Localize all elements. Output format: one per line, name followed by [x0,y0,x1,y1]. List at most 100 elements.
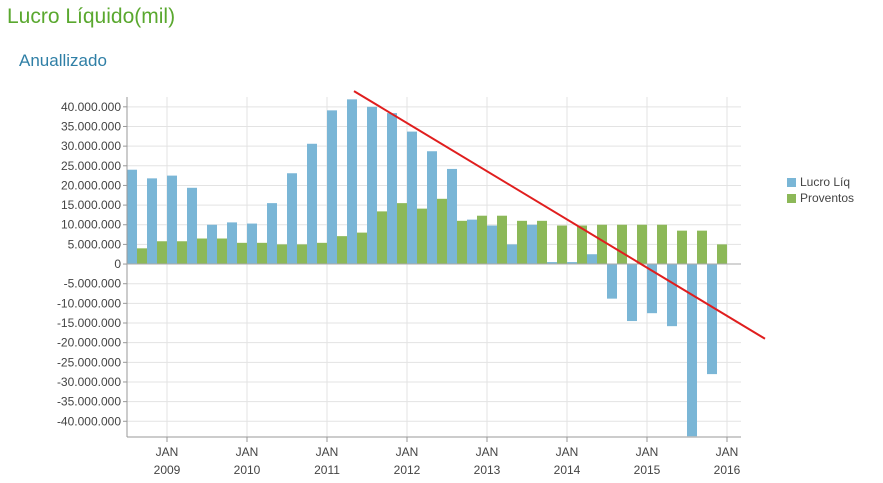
bar-lucro[interactable] [467,219,477,265]
bar-lucro[interactable] [547,262,557,265]
bar-proventos[interactable] [557,225,567,265]
bar-proventos[interactable] [177,241,187,265]
bar-proventos[interactable] [217,238,227,265]
bar-proventos[interactable] [537,220,547,265]
y-tick-label: 5.000.000 [68,237,122,251]
bar-lucro[interactable] [527,224,537,265]
bar-proventos[interactable] [337,236,347,265]
y-tick-label: -40.000.000 [57,414,121,428]
bar-proventos[interactable] [237,242,247,265]
bar-lucro[interactable] [427,151,437,265]
page-subtitle: Anuallizado [19,51,107,70]
x-tick-year: 2013 [474,463,501,477]
trend-line [353,90,766,340]
bar-proventos[interactable] [437,198,447,265]
bar-proventos[interactable] [357,232,367,265]
x-tick-month: JAN [716,445,739,459]
bar-lucro[interactable] [447,168,457,265]
y-tick-label: 35.000.000 [61,119,121,133]
y-tick-label: -20.000.000 [57,336,121,350]
y-tick-label: 10.000.000 [61,218,121,232]
bar-lucro[interactable] [187,187,197,265]
bar-proventos[interactable] [297,244,307,265]
bar-lucro[interactable] [667,264,677,327]
y-tick-label: 25.000.000 [61,159,121,173]
bar-lucro[interactable] [707,264,717,375]
bar-proventos[interactable] [637,224,647,265]
bar-proventos[interactable] [677,230,687,265]
bar-lucro[interactable] [507,244,517,265]
tick-labels: 40.000.000 35.000.000 30.000.000 25.000.000… [57,100,741,477]
bar-lucro[interactable] [367,106,377,265]
x-tick-month: JAN [556,445,579,459]
bar-proventos[interactable] [137,248,147,265]
bar-proventos[interactable] [317,242,327,265]
bar-lucro[interactable] [147,178,157,265]
y-tick-label: -30.000.000 [57,375,121,389]
x-tick-month: JAN [636,445,659,459]
bar-lucro[interactable] [167,175,177,265]
bar-proventos[interactable] [517,220,527,265]
bar-lucro[interactable] [387,113,397,265]
page-title: Lucro Líquido(mil) [7,5,176,28]
legend: Lucro Líq Proventos [787,174,854,206]
x-tick-year: 2012 [394,463,421,477]
bar-lucro[interactable] [687,264,697,437]
y-tick-label: 30.000.000 [61,139,121,153]
bar-lucro[interactable] [647,264,657,314]
bar-lucro[interactable] [327,110,337,265]
bar-lucro[interactable] [487,225,497,265]
bar-proventos[interactable] [157,241,167,265]
bar-proventos[interactable] [277,244,287,265]
legend-label-proventos: Proventos [800,191,855,205]
bar-proventos[interactable] [697,230,707,265]
bar-lucro[interactable] [347,99,357,265]
bar-lucro[interactable] [627,264,637,322]
bar-lucro[interactable] [287,173,297,265]
bar-proventos[interactable] [577,225,587,265]
bar-lucro[interactable] [607,264,617,299]
bars [127,99,727,437]
x-tick-year: 2014 [554,463,581,477]
bar-proventos[interactable] [377,211,387,265]
x-tick-year: 2009 [154,463,181,477]
bar-lucro[interactable] [587,254,597,265]
bar-lucro[interactable] [227,222,237,265]
bar-lucro[interactable] [127,169,137,265]
y-tick-label: -35.000.000 [57,395,121,409]
bar-proventos[interactable] [597,224,607,265]
axes [123,97,741,442]
bar-lucro[interactable] [567,262,577,265]
bar-proventos[interactable] [397,203,407,265]
x-tick-year: 2016 [714,463,741,477]
bar-lucro[interactable] [307,143,317,265]
bar-lucro[interactable] [247,223,257,265]
bar-proventos[interactable] [657,224,667,265]
bar-proventos[interactable] [717,244,727,265]
x-tick-month: JAN [236,445,259,459]
bar-proventos[interactable] [457,220,467,265]
legend-swatch-proventos [787,193,796,203]
bar-proventos[interactable] [477,215,487,265]
bar-lucro[interactable] [207,224,217,265]
bar-proventos[interactable] [257,242,267,265]
y-tick-label: 40.000.000 [61,100,121,114]
bar-proventos[interactable] [417,208,427,265]
y-tick-label: 15.000.000 [61,198,121,212]
legend-item-proventos[interactable]: Proventos [787,190,854,206]
y-tick-label: -15.000.000 [57,316,121,330]
x-tick-month: JAN [476,445,499,459]
trend-annotation [353,90,766,340]
bar-proventos[interactable] [197,238,207,265]
legend-item-lucro[interactable]: Lucro Líq [787,174,854,190]
y-tick-label: -10.000.000 [57,296,121,310]
x-tick-year: 2010 [234,463,261,477]
bar-proventos[interactable] [617,224,627,265]
y-tick-label: 20.000.000 [61,178,121,192]
y-tick-label: 0 [114,257,121,271]
bar-lucro[interactable] [267,203,277,265]
bar-lucro[interactable] [407,131,417,265]
x-tick-month: JAN [396,445,419,459]
bar-proventos[interactable] [497,215,507,265]
